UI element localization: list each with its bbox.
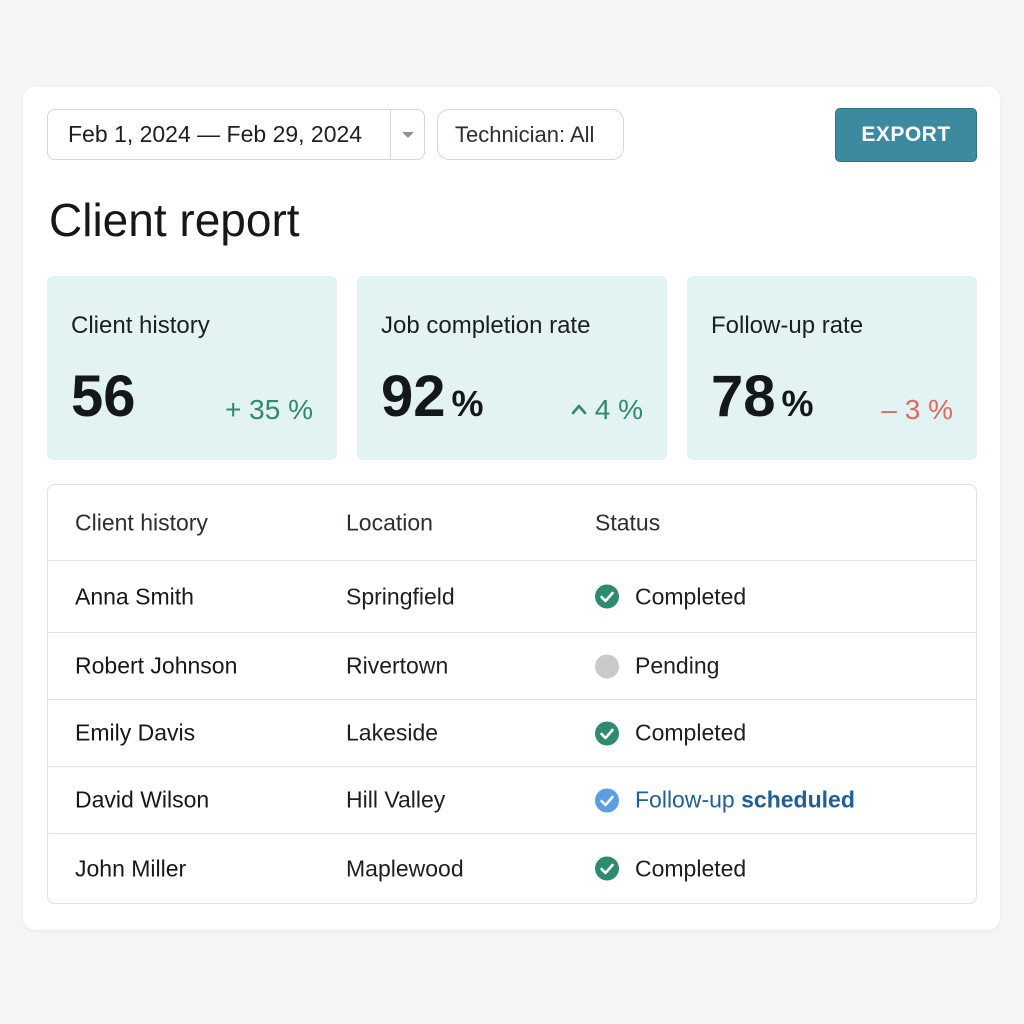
report-card: Feb 1, 2024 — Feb 29, 2024 Technician: A… [23, 87, 1000, 930]
date-range-value: Feb 1, 2024 — Feb 29, 2024 [68, 121, 363, 147]
client-name: Robert Johnson [75, 652, 238, 679]
stat-card-client-history: Client history 56 + 35 % [47, 276, 337, 460]
client-name: David Wilson [75, 786, 210, 813]
stat-label: Follow-up rate [711, 312, 864, 339]
client-table: Client history Location Status Anna Smit… [47, 484, 977, 904]
stat-delta: + 35 % [225, 394, 313, 425]
technician-filter[interactable]: Technician: All [437, 109, 624, 160]
stat-value: 78% [711, 364, 814, 429]
client-status: Pending [595, 653, 719, 680]
client-location: Springfield [346, 583, 455, 609]
client-location: Hill Valley [346, 786, 446, 813]
stat-value: 92% [381, 364, 484, 429]
status-label: Pending [635, 652, 720, 679]
client-name: John Miller [75, 855, 187, 881]
stat-delta: – 3 % [881, 394, 953, 425]
client-name: Anna Smith [75, 583, 194, 609]
stat-card-follow-up-rate: Follow-up rate 78% – 3 % [687, 276, 977, 460]
column-header-location[interactable]: Location [346, 509, 433, 535]
date-range-dropdown-toggle[interactable] [390, 110, 424, 159]
client-name: Emily Davis [75, 719, 196, 746]
stat-value: 56 [71, 364, 136, 429]
check-circle-icon [595, 856, 619, 881]
client-location: Lakeside [346, 719, 439, 746]
stat-label: Client history [71, 312, 210, 339]
client-location: Rivertown [346, 652, 449, 679]
stat-label: Job completion rate [381, 312, 591, 339]
stat-unit: % [781, 383, 814, 424]
table-row[interactable]: Emily Davis Lakeside Completed [48, 700, 976, 767]
status-label: Completed [635, 855, 747, 881]
table-row[interactable]: David Wilson Hill Valley Follow-up sched… [48, 767, 976, 834]
stat-card-job-completion-rate: Job completion rate 92% 4 % [357, 276, 667, 460]
table-header-row: Client history Location Status [48, 485, 976, 561]
page-title: Client report [49, 194, 300, 246]
check-circle-icon [595, 584, 619, 609]
client-location: Maplewood [346, 855, 464, 881]
column-header-status[interactable]: Status [595, 509, 661, 535]
export-button[interactable]: EXPORT [835, 108, 977, 162]
stat-delta: 4 % [571, 396, 643, 424]
check-circle-icon [595, 721, 619, 745]
column-header-client-history[interactable]: Client history [75, 509, 208, 535]
client-status: Completed [595, 720, 746, 747]
date-range-select[interactable]: Feb 1, 2024 — Feb 29, 2024 [47, 109, 425, 160]
chevron-down-icon [401, 131, 414, 138]
table-row[interactable]: John Miller Maplewood Completed [48, 834, 976, 903]
status-label: Completed [635, 583, 747, 609]
caret-up-icon [571, 404, 587, 414]
pending-circle-icon [595, 654, 619, 678]
client-status: Completed [595, 583, 746, 610]
check-circle-icon [595, 788, 619, 812]
table-row[interactable]: Anna Smith Springfield Completed [48, 561, 976, 633]
client-status: Follow-up scheduled [595, 787, 855, 814]
client-status: Completed [595, 855, 746, 882]
status-label[interactable]: Follow-up scheduled [635, 786, 855, 813]
status-label: Completed [635, 719, 747, 746]
stat-unit: % [451, 383, 484, 424]
table-row[interactable]: Robert Johnson Rivertown Pending [48, 633, 976, 700]
